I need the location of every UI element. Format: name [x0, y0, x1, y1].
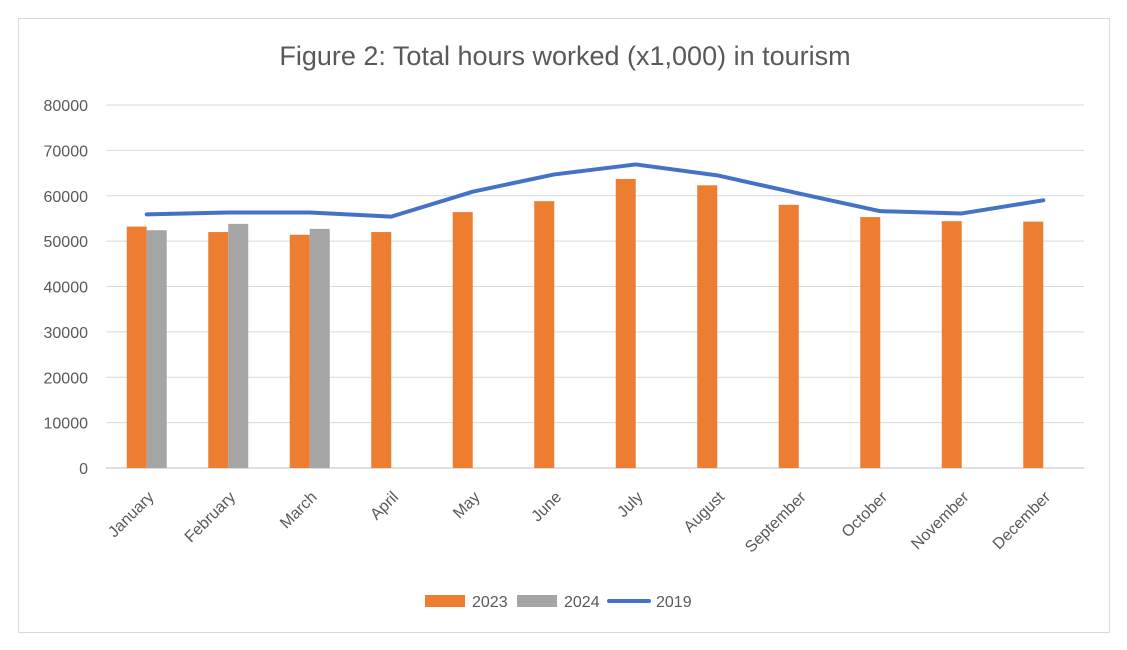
bar-2023-august — [697, 185, 718, 468]
chart-frame — [18, 18, 1110, 633]
x-tick-label: October — [839, 488, 892, 541]
y-tick-label: 30000 — [44, 325, 89, 342]
bar-2023-december — [1023, 221, 1044, 468]
y-tick-label: 60000 — [44, 189, 89, 206]
bar-2023-october — [860, 217, 881, 468]
bar-2023-july — [615, 178, 636, 468]
x-tick-label: November — [908, 488, 973, 553]
line-series-2019 — [144, 162, 1046, 219]
y-tick-label: 0 — [79, 461, 88, 478]
gridlines — [106, 104, 1084, 469]
bar-2023-november — [941, 221, 962, 468]
legend: 2023 2024 2019 — [425, 594, 692, 611]
x-tick-label: March — [277, 489, 320, 532]
bar-2024-february — [228, 223, 249, 468]
bar-2024-march — [309, 228, 330, 468]
bar-2023-february — [208, 232, 229, 468]
y-tick-label: 20000 — [44, 370, 89, 387]
bar-2023-september — [778, 204, 799, 468]
x-tick-label: February — [182, 489, 239, 546]
bar-2023-may — [452, 212, 473, 468]
y-tick-label: 40000 — [44, 280, 89, 297]
x-tick-label: December — [990, 488, 1055, 553]
legend-label-2019: 2019 — [656, 594, 692, 611]
chart-title: Figure 2: Total hours worked (x1,000) in… — [279, 41, 850, 71]
bar-2023-june — [534, 201, 555, 468]
bar-2023-january — [126, 226, 147, 468]
x-tick-label: May — [450, 489, 483, 522]
y-tick-label: 10000 — [44, 416, 89, 433]
y-tick-label: 80000 — [44, 98, 89, 115]
bars — [126, 178, 1044, 468]
x-tick-label: July — [614, 489, 646, 521]
y-tick-label: 70000 — [44, 143, 89, 160]
x-tick-label: June — [529, 489, 566, 526]
series-lines — [144, 162, 1046, 219]
y-axis: 0 10000 20000 30000 40000 50000 60000 70000 8000… — [44, 98, 89, 478]
x-tick-label: April — [367, 489, 402, 524]
legend-swatch-2024 — [517, 595, 557, 607]
legend-label-2023: 2023 — [472, 594, 508, 611]
bar-2023-march — [289, 234, 310, 468]
legend-swatch-2023 — [425, 595, 465, 607]
x-tick-label: September — [742, 488, 810, 556]
x-tick-label: August — [681, 488, 729, 536]
bar-2023-april — [371, 232, 392, 468]
legend-label-2024: 2024 — [564, 594, 600, 611]
x-tick-label: January — [105, 489, 157, 541]
y-tick-label: 50000 — [44, 234, 89, 251]
bar-2024-january — [146, 230, 167, 468]
x-axis: January February March April May June July Augu… — [105, 488, 1054, 556]
